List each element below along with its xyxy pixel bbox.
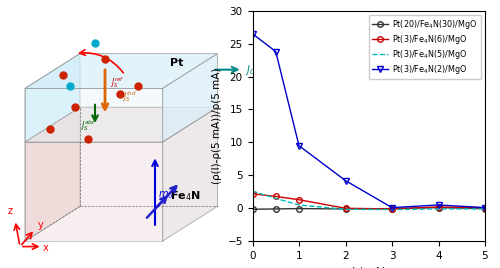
Pt(3)/Fe$_4$N(2)/MgO [296,144,302,147]
Pt(3)/Fe$_4$N(6)/MgO [342,207,348,210]
Polygon shape [25,107,218,142]
Pt(20)/Fe$_4$N(30)/MgO [482,207,488,210]
Polygon shape [25,54,218,88]
Pt(3)/Fe$_4$N(6)/MgO [436,205,442,209]
Pt(20)/Fe$_4$N(30)/MgO [436,206,442,209]
Text: z: z [8,206,12,216]
Pt(3)/Fe$_4$N(5)/MgO [273,197,279,200]
Text: $m_0$: $m_0$ [158,189,173,201]
Pt(3)/Fe$_4$N(5)/MgO [296,203,302,207]
Pt(20)/Fe$_4$N(30)/MgO [296,207,302,210]
Polygon shape [25,142,162,241]
Text: $J_C$: $J_C$ [245,63,256,77]
Polygon shape [25,107,80,241]
Text: y: y [38,220,44,230]
Legend: Pt(20)/Fe$_4$N(30)/MgO, Pt(3)/Fe$_4$N(6)/MgO, Pt(3)/Fe$_4$N(5)/MgO, Pt(3)/Fe$_4$: Pt(20)/Fe$_4$N(30)/MgO, Pt(3)/Fe$_4$N(6)… [369,15,481,79]
Pt(3)/Fe$_4$N(6)/MgO [482,206,488,210]
Polygon shape [25,88,162,142]
Pt(3)/Fe$_4$N(2)/MgO [436,203,442,207]
Line: Pt(3)/Fe$_4$N(2)/MgO: Pt(3)/Fe$_4$N(2)/MgO [249,30,488,211]
Line: Pt(3)/Fe$_4$N(5)/MgO: Pt(3)/Fe$_4$N(5)/MgO [252,191,485,210]
Pt(3)/Fe$_4$N(5)/MgO [342,208,348,211]
Line: Pt(3)/Fe$_4$N(6)/MgO: Pt(3)/Fe$_4$N(6)/MgO [250,191,488,212]
Pt(20)/Fe$_4$N(30)/MgO [250,208,256,211]
Pt(3)/Fe$_4$N(6)/MgO [389,207,395,211]
Pt(20)/Fe$_4$N(30)/MgO [389,207,395,210]
Pt(3)/Fe$_4$N(6)/MgO [250,192,256,195]
Line: Pt(20)/Fe$_4$N(30)/MgO: Pt(20)/Fe$_4$N(30)/MgO [250,205,488,212]
Y-axis label: (ρ(I)-ρ(5 mA))/ρ(5 mA): (ρ(I)-ρ(5 mA))/ρ(5 mA) [212,68,222,184]
Pt(3)/Fe$_4$N(2)/MgO [389,206,395,209]
Pt(3)/Fe$_4$N(5)/MgO [389,208,395,211]
Pt(20)/Fe$_4$N(30)/MgO [342,207,348,211]
Pt(3)/Fe$_4$N(2)/MgO [482,206,488,209]
X-axis label: I (mA): I (mA) [352,266,386,268]
Pt(3)/Fe$_4$N(5)/MgO [482,207,488,211]
Polygon shape [162,54,218,142]
Pt(3)/Fe$_4$N(5)/MgO [436,207,442,211]
Pt(3)/Fe$_4$N(6)/MgO [296,198,302,201]
Text: Fe$_4$N: Fe$_4$N [170,190,201,203]
Text: Pt: Pt [170,58,183,68]
Text: $J_S^{abs}$: $J_S^{abs}$ [80,118,96,133]
Text: $J_S^{ind}$: $J_S^{ind}$ [122,89,137,104]
Polygon shape [25,54,80,142]
Pt(3)/Fe$_4$N(2)/MgO [273,50,279,53]
Pt(3)/Fe$_4$N(5)/MgO [250,189,256,193]
Pt(3)/Fe$_4$N(2)/MgO [250,32,256,35]
Text: $J_S^{ref}$: $J_S^{ref}$ [110,75,124,90]
Text: x: x [42,243,48,252]
Pt(3)/Fe$_4$N(2)/MgO [342,179,348,182]
Polygon shape [162,107,218,241]
Pt(20)/Fe$_4$N(30)/MgO [273,207,279,211]
Pt(3)/Fe$_4$N(6)/MgO [273,195,279,198]
